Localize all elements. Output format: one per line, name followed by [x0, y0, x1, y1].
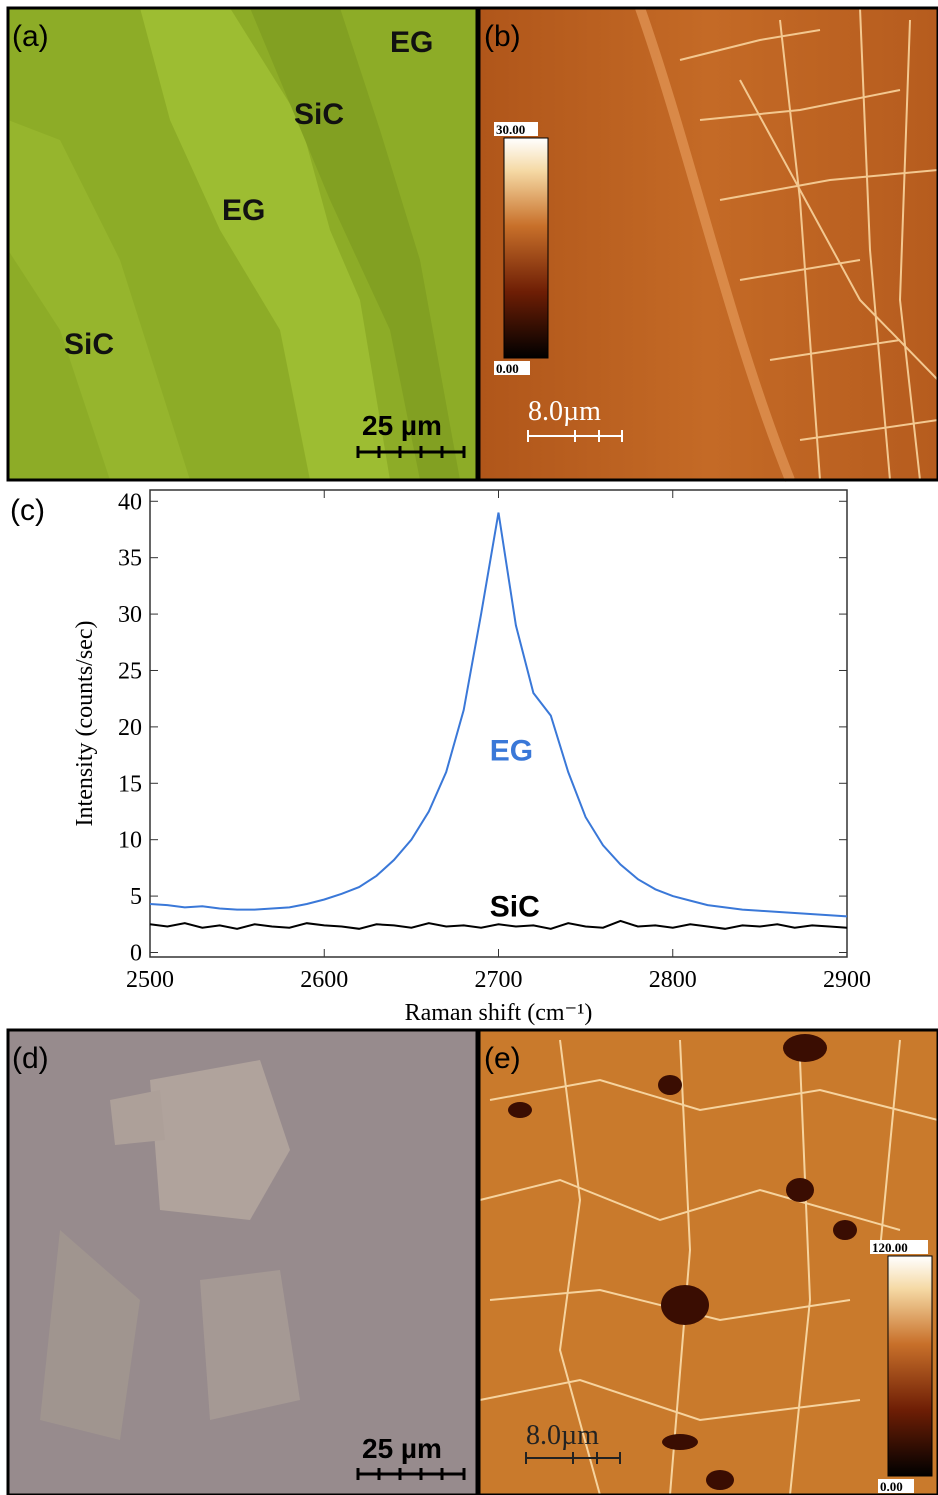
y-tick-label: 10 — [118, 828, 142, 854]
series-label: SiC — [490, 890, 540, 923]
panel-label: (a) — [12, 20, 49, 53]
figure: (a) EG SiC EG SiC 25 µm (b) 30.00 0.00 8… — [0, 0, 938, 1495]
colorbar-label: 30.00 — [496, 122, 525, 137]
y-axis-label: Intensity (counts/sec) — [72, 621, 98, 827]
x-tick-label: 2700 — [475, 967, 523, 993]
series-label: EG — [490, 735, 533, 768]
scale-bar-label: 25 µm — [362, 410, 442, 441]
colorbar-label: 0.00 — [496, 361, 519, 376]
x-axis-label: Raman shift (cm⁻¹) — [405, 1000, 593, 1026]
panel-d: (d) 25 µm — [8, 1030, 477, 1495]
panel-label: (d) — [12, 1042, 49, 1075]
y-tick-label: 0 — [130, 940, 142, 966]
plot-area — [150, 490, 847, 957]
panel-label: (e) — [484, 1042, 521, 1075]
colorbar-label: 120.00 — [872, 1240, 908, 1255]
y-tick-label: 20 — [118, 715, 142, 741]
y-tick-label: 35 — [118, 546, 142, 572]
panel-label: (b) — [484, 20, 521, 53]
y-tick-label: 5 — [130, 884, 142, 910]
colorbar — [888, 1256, 932, 1476]
x-tick-label: 2800 — [649, 967, 697, 993]
y-tick-label: 15 — [118, 771, 142, 797]
annotation: EG — [390, 26, 433, 59]
colorbar — [504, 138, 548, 358]
y-tick-label: 25 — [118, 658, 142, 684]
x-tick-label: 2900 — [823, 967, 871, 993]
y-tick-label: 30 — [118, 602, 142, 628]
annotation: SiC — [294, 98, 344, 131]
panel-label: (c) — [10, 494, 45, 527]
panel-e: (e) 120.00 0.00 8.0µm — [479, 1030, 938, 1495]
panel-b: (b) 30.00 0.00 8.0µm — [479, 8, 938, 480]
scale-bar-label: 25 µm — [362, 1433, 442, 1464]
y-tick-label: 40 — [118, 489, 142, 515]
x-tick-label: 2500 — [126, 967, 174, 993]
annotation: SiC — [64, 328, 114, 361]
colorbar-label: 0.00 — [880, 1479, 903, 1494]
panel-a: (a) EG SiC EG SiC 25 µm — [8, 8, 477, 480]
annotation: EG — [222, 194, 265, 227]
scale-bar-label: 8.0µm — [526, 1420, 599, 1451]
panel-c: (c) 0 5 10 15 20 25 30 35 40 2500 2600 2700 2800 2900… — [10, 489, 871, 1026]
x-tick-label: 2600 — [300, 967, 348, 993]
scale-bar-label: 8.0µm — [528, 396, 601, 427]
